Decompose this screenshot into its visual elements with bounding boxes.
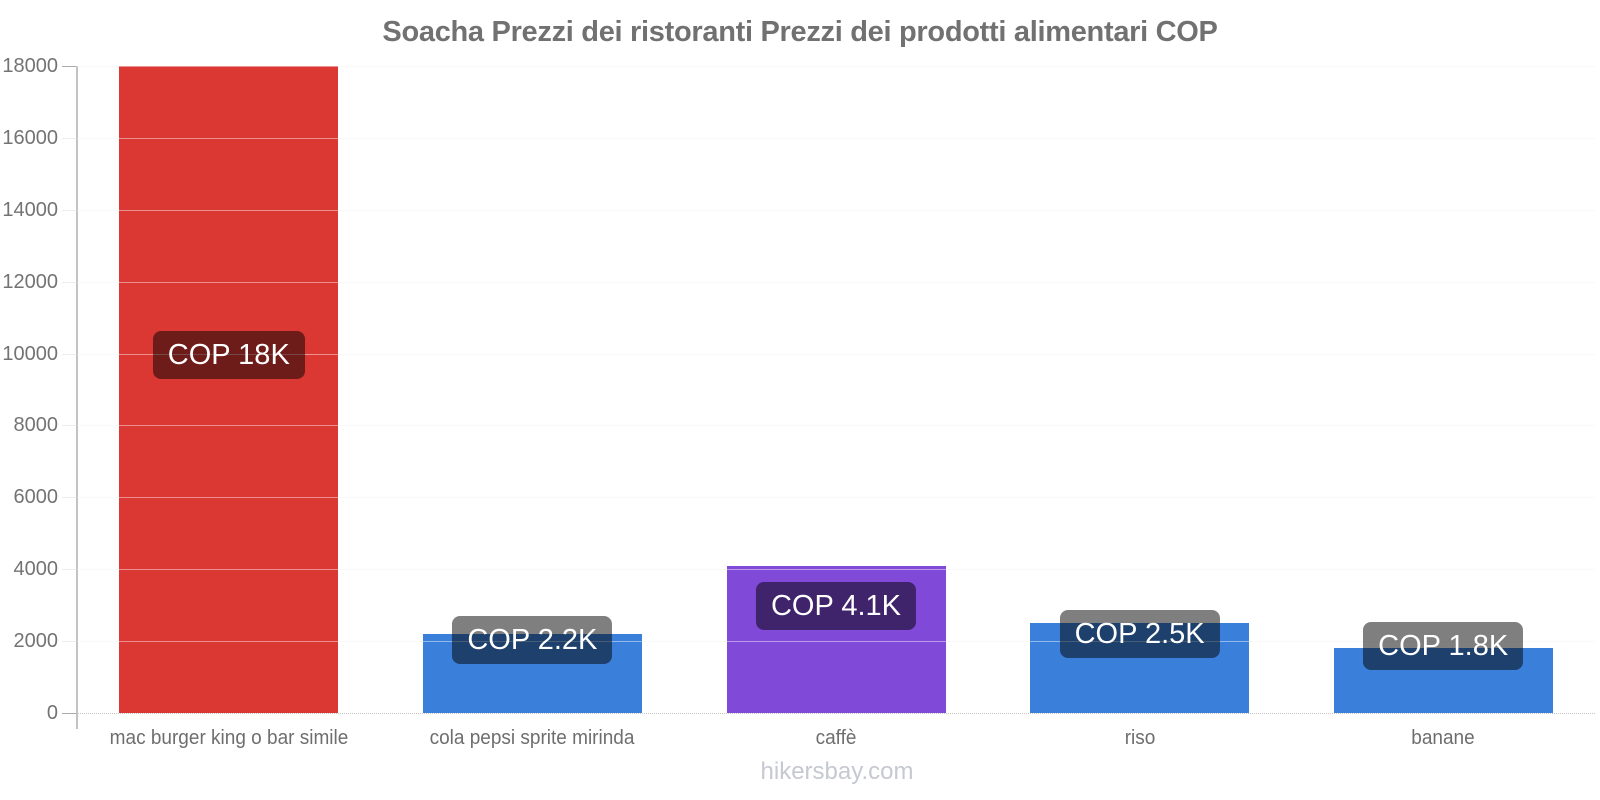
y-gridline: [77, 209, 1595, 211]
bar-value-label: COP 2.2K: [452, 616, 613, 664]
y-tick-mark: [62, 569, 77, 571]
y-axis-line: [76, 66, 78, 729]
y-tick-mark: [62, 66, 77, 67]
x-axis-label: riso: [1124, 727, 1155, 749]
y-tick-label: 6000: [13, 486, 59, 509]
bar-value-label: COP 1.8K: [1363, 622, 1524, 670]
y-tick-mark: [62, 713, 77, 714]
y-gridline-overlay: [77, 425, 1595, 427]
y-gridline: [77, 137, 1595, 139]
y-gridline-overlay: [77, 66, 1595, 67]
y-gridline-overlay: [77, 569, 1595, 571]
y-gridline: [77, 497, 1595, 499]
chart-title: Soacha Prezzi dei ristoranti Prezzi dei …: [382, 16, 1218, 48]
y-gridline: [77, 281, 1595, 283]
y-tick-label: 0: [46, 702, 58, 724]
y-tick-mark: [62, 353, 77, 355]
y-tick-label: 18000: [2, 55, 58, 77]
y-gridline-overlay: [77, 281, 1595, 283]
y-gridline-overlay: [77, 641, 1595, 643]
y-gridline: [77, 425, 1595, 427]
y-tick-label: 2000: [13, 630, 59, 653]
x-axis-baseline: [77, 713, 1595, 714]
y-tick-mark: [62, 209, 77, 211]
y-tick-label: 16000: [2, 126, 58, 149]
y-tick-label: 8000: [13, 414, 59, 437]
y-gridline-overlay: [77, 137, 1595, 139]
y-tick-mark: [62, 641, 77, 643]
footer-watermark: hikersbay.com: [760, 758, 914, 785]
y-gridline: [77, 66, 1595, 67]
bar-value-label: COP 2.5K: [1059, 610, 1220, 658]
x-axis-label: banane: [1411, 727, 1475, 749]
y-gridline-overlay: [77, 353, 1595, 355]
y-tick-label: 12000: [2, 270, 58, 293]
y-tick-mark: [62, 425, 77, 427]
x-axis-label: mac burger king o bar simile: [109, 727, 349, 749]
y-tick-label: 10000: [2, 342, 58, 365]
y-gridline: [77, 353, 1595, 355]
y-tick-label: 4000: [13, 558, 59, 581]
y-gridline-overlay: [77, 209, 1595, 211]
y-tick-label: 14000: [2, 198, 58, 221]
bar-value-label: COP 4.1K: [755, 582, 917, 630]
bar-mac-burger-king-o-bar-simile[interactable]: [119, 66, 339, 713]
y-tick-mark: [62, 281, 77, 283]
y-tick-mark: [62, 497, 77, 499]
bar-value-label: COP 18K: [152, 331, 305, 379]
y-tick-mark: [62, 137, 77, 139]
x-axis-label: cola pepsi sprite mirinda: [429, 727, 635, 749]
x-axis-label: caffè: [815, 727, 857, 749]
y-gridline-overlay: [77, 497, 1595, 499]
